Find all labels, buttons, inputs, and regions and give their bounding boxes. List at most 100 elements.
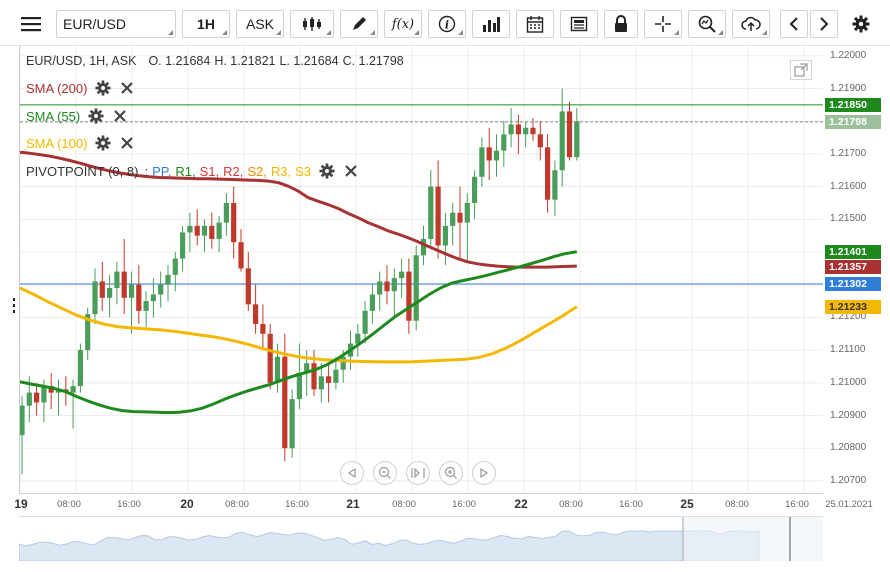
- candle-body: [384, 281, 390, 292]
- candle-body: [289, 399, 295, 449]
- price-tick-label: 1.21700: [830, 147, 867, 159]
- candle-body: [311, 363, 317, 390]
- candle-body: [304, 363, 310, 374]
- time-tick-label: 08:00: [392, 499, 416, 510]
- draw-tool-button[interactable]: [340, 10, 378, 38]
- nav-back-button[interactable]: [340, 461, 364, 485]
- pivot-level-label: S3: [295, 163, 311, 179]
- sma200-remove-close-icon[interactable]: [119, 80, 135, 96]
- time-tick-label: 08:00: [57, 499, 81, 510]
- candle-body: [493, 150, 500, 161]
- reset-view-button[interactable]: [406, 461, 430, 485]
- price-tick-label: 1.22000: [830, 49, 867, 61]
- lock-button[interactable]: [604, 10, 638, 38]
- crosshair-button[interactable]: [644, 10, 682, 38]
- price-type-value: ASK: [245, 16, 274, 32]
- legend-symbol: EUR/USD, 1H, ASK: [26, 54, 137, 68]
- candle-body: [413, 255, 419, 321]
- chevron-right-icon: [820, 17, 829, 31]
- volume-button[interactable]: [472, 10, 510, 38]
- candle-body: [559, 111, 565, 171]
- news-button[interactable]: [560, 10, 598, 38]
- candle-body: [158, 284, 164, 295]
- sma55-remove-close-icon[interactable]: [112, 108, 128, 124]
- settings-button[interactable]: [846, 10, 876, 38]
- candle-body: [377, 281, 383, 295]
- pivot-level-label: PP,: [152, 163, 172, 179]
- candle-body: [201, 225, 208, 236]
- timeframe-select[interactable]: 1H: [182, 10, 230, 38]
- indicators-button[interactable]: f(x): [384, 10, 422, 38]
- price-tick-label: 1.20700: [830, 474, 867, 486]
- symbol-value: EUR/USD: [63, 16, 127, 32]
- pivot-label: PIVOTPOINT (0, 8): [26, 163, 139, 179]
- price-tick-label: 1.20800: [830, 442, 867, 454]
- info-button[interactable]: i: [428, 10, 466, 38]
- sma200-settings-gear-icon[interactable]: [95, 80, 111, 96]
- candle-body: [472, 176, 478, 203]
- candle-body: [282, 356, 288, 449]
- candle-body: [406, 271, 412, 321]
- chart-type-button[interactable]: [290, 10, 334, 38]
- candle-body: [41, 386, 47, 403]
- calendar-button[interactable]: [516, 10, 554, 38]
- candle-body: [143, 301, 149, 311]
- pivot-remove-close-icon[interactable]: [343, 163, 359, 179]
- sma55-settings-gear-icon[interactable]: [88, 108, 104, 124]
- sma100-settings-gear-icon[interactable]: [95, 135, 111, 151]
- expand-icon: [794, 63, 808, 77]
- candle-body: [428, 186, 434, 239]
- drag-dots-icon: [13, 298, 15, 313]
- candle-body: [209, 225, 215, 239]
- triangle-right-icon: [480, 468, 489, 478]
- candle-body: [508, 124, 514, 135]
- candle-body: [515, 124, 521, 135]
- time-tick-label: 16:00: [619, 499, 643, 510]
- nav-forward-button[interactable]: [472, 461, 496, 485]
- price-chart[interactable]: [20, 46, 823, 494]
- sma100-label: SMA (100): [26, 135, 88, 151]
- candle-body: [296, 373, 302, 400]
- expand-chart-button[interactable]: [790, 60, 812, 80]
- candle-body: [34, 392, 40, 403]
- candle-body: [20, 405, 25, 436]
- chart-plot-area[interactable]: [19, 46, 823, 494]
- price-axis[interactable]: 1.22000 1.21900 1.21700 1.21600 1.21500 1.212…: [823, 46, 890, 494]
- price-tick-label: 1.20900: [830, 409, 867, 421]
- price-marker-label: 1.21798: [825, 114, 881, 129]
- candle-body: [552, 170, 558, 200]
- candle-body: [486, 147, 492, 161]
- candle-body: [77, 350, 83, 387]
- zoom-in-icon: [444, 466, 457, 479]
- price-marker-label: 1.21357: [825, 259, 881, 274]
- cloud-save-button[interactable]: [732, 10, 770, 38]
- sma100-remove-close-icon[interactable]: [119, 135, 135, 151]
- zoom-button[interactable]: [688, 10, 726, 38]
- menu-button[interactable]: [14, 10, 48, 38]
- scroll-left-button[interactable]: [780, 10, 808, 38]
- zoom-out-button[interactable]: [373, 461, 397, 485]
- candle-body: [326, 376, 332, 383]
- crosshair-icon: [655, 16, 671, 32]
- time-axis[interactable]: 19 08:00 16:00 20 08:00 16:00 21 08:00 16:00 22 08…: [14, 494, 890, 516]
- overview-navigator[interactable]: [18, 516, 823, 562]
- chart-grid: [20, 46, 823, 493]
- pivot-level-label: R2,: [223, 163, 244, 179]
- candle-body: [150, 294, 156, 302]
- candle-body: [362, 310, 368, 334]
- legend-close: C. 1.21798: [342, 54, 404, 68]
- sma-lines: [20, 150, 578, 415]
- symbol-select[interactable]: EUR/USD: [56, 10, 176, 38]
- time-tick-label: 16:00: [285, 499, 309, 510]
- price-type-select[interactable]: ASK: [236, 10, 284, 38]
- zoom-in-button[interactable]: [439, 461, 463, 485]
- scroll-right-button[interactable]: [810, 10, 838, 38]
- pivot-settings-gear-icon[interactable]: [319, 163, 335, 179]
- chart-toolbar: EUR/USD 1H ASK f(x) i: [0, 0, 890, 46]
- time-tick-label: 16:00: [117, 499, 141, 510]
- panel-resize-handle[interactable]: [12, 297, 16, 315]
- pivot-level-label: S2,: [247, 163, 267, 179]
- time-tick-label: 19: [14, 497, 28, 511]
- candle-body: [128, 284, 135, 298]
- candle-body: [26, 392, 32, 406]
